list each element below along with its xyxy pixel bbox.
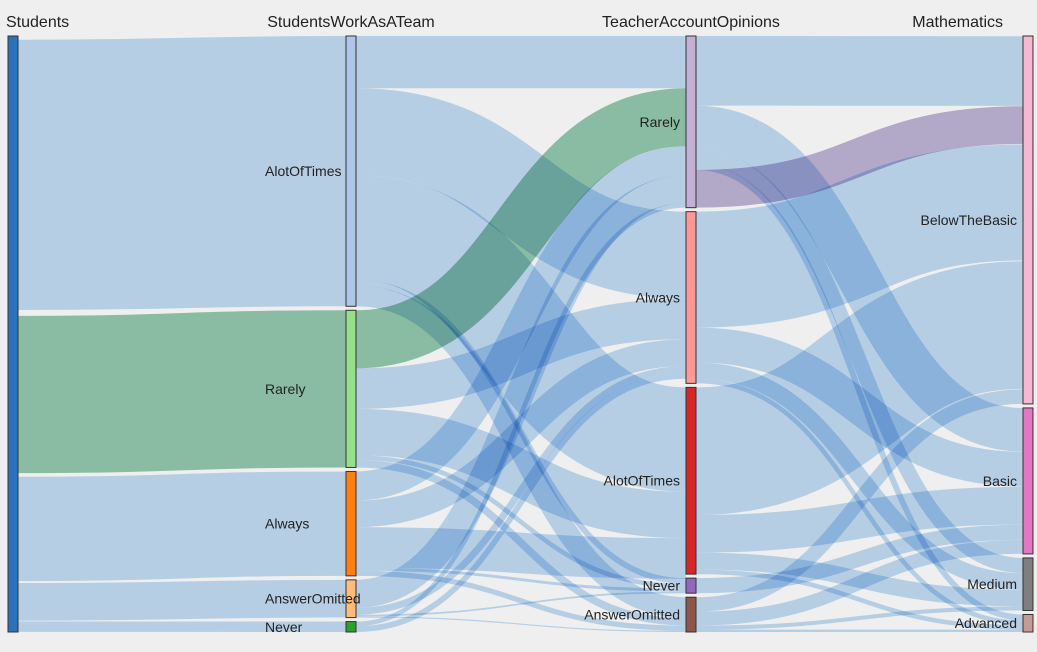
link-work-never-to-teacher-rarely[interactable] [355, 203, 687, 627]
link-teacher-answeromitted-to-math-belowthebasic[interactable] [695, 389, 1024, 612]
node-teacher-rarely[interactable] [685, 35, 697, 209]
link-work-always-to-teacher-alotoftimes[interactable] [355, 527, 687, 579]
node-math-basic[interactable] [1022, 407, 1034, 555]
column-title-teacheraccountopinions: TeacherAccountOpinions [602, 14, 780, 31]
label-teacher-never: Never [643, 578, 681, 594]
label-work-never: Never [265, 619, 303, 635]
node-teacher-never[interactable] [685, 577, 697, 594]
node-math-medium[interactable] [1022, 557, 1034, 611]
node-math-advanced[interactable] [1022, 613, 1034, 633]
link-students-to-work-answeromitted[interactable] [17, 579, 347, 621]
link-students-to-work-alotoftimes[interactable] [17, 36, 347, 311]
label-work-alotoftimes: AlotOfTimes [265, 163, 342, 179]
column-title-students: Students [6, 14, 69, 31]
link-work-answeromitted-to-teacher-rarely[interactable] [355, 175, 687, 608]
label-math-belowthebasic: BelowTheBasic [921, 212, 1018, 228]
column-title-studentsworkasateam: StudentsWorkAsATeam [267, 14, 434, 31]
link-teacher-rarely-to-math-belowthebasic[interactable] [695, 106, 1024, 208]
label-work-rarely: Rarely [265, 381, 305, 397]
node-work-never[interactable] [345, 621, 357, 633]
sankey-nodes [7, 35, 1034, 633]
label-work-always: Always [265, 516, 309, 532]
label-teacher-alotoftimes: AlotOfTimes [604, 473, 681, 489]
column-title-mathematics: Mathematics [912, 14, 1003, 31]
link-teacher-answeromitted-to-math-basic[interactable] [695, 539, 1024, 626]
node-work-always[interactable] [345, 470, 357, 577]
label-work-answeromitted: AnswerOmitted [265, 591, 361, 607]
node-labels: AlotOfTimes Rarely Always AnswerOmitted Neve… [265, 114, 1017, 635]
label-teacher-rarely: Rarely [640, 114, 680, 130]
label-teacher-always: Always [636, 290, 680, 306]
label-teacher-answeromitted: AnswerOmitted [584, 607, 680, 623]
link-teacher-alotoftimes-to-math-advanced[interactable] [695, 569, 1024, 630]
link-work-rarely-to-teacher-alotoftimes[interactable] [355, 408, 687, 539]
node-students[interactable] [7, 35, 19, 633]
node-work-alotoftimes[interactable] [345, 35, 357, 307]
column-titles: Students StudentsWorkAsATeam TeacherAcco… [6, 14, 1003, 31]
node-teacher-alotoftimes[interactable] [685, 386, 697, 575]
link-students-to-work-always[interactable] [17, 471, 347, 582]
link-teacher-answeromitted-to-math-medium[interactable] [695, 606, 1024, 630]
node-teacher-always[interactable] [685, 211, 697, 384]
link-work-answeromitted-to-teacher-always[interactable] [355, 365, 687, 615]
node-teacher-answeromitted[interactable] [685, 596, 697, 633]
node-math-belowthebasic[interactable] [1022, 35, 1034, 405]
link-teacher-never-to-math-basic[interactable] [695, 524, 1024, 594]
node-work-answeromitted[interactable] [345, 579, 357, 619]
label-math-medium: Medium [967, 576, 1017, 592]
link-students-to-work-rarely[interactable] [17, 310, 347, 474]
link-work-always-to-teacher-rarely[interactable] [355, 146, 687, 501]
link-teacher-alotoftimes-to-math-belowthebasic[interactable] [694, 261, 1025, 515]
link-teacher-alotoftimes-to-math-basic[interactable] [695, 486, 1024, 553]
node-work-rarely[interactable] [345, 309, 357, 468]
link-work-never-to-teacher-always[interactable] [355, 372, 687, 632]
label-math-basic: Basic [983, 473, 1017, 489]
sankey-links [17, 35, 1025, 632]
link-work-always-to-teacher-always[interactable] [355, 339, 687, 528]
link-teacher-always-to-math-belowthebasic[interactable] [695, 144, 1024, 328]
label-math-advanced: Advanced [955, 615, 1017, 631]
link-work-rarely-to-teacher-rarely[interactable] [354, 88, 688, 369]
